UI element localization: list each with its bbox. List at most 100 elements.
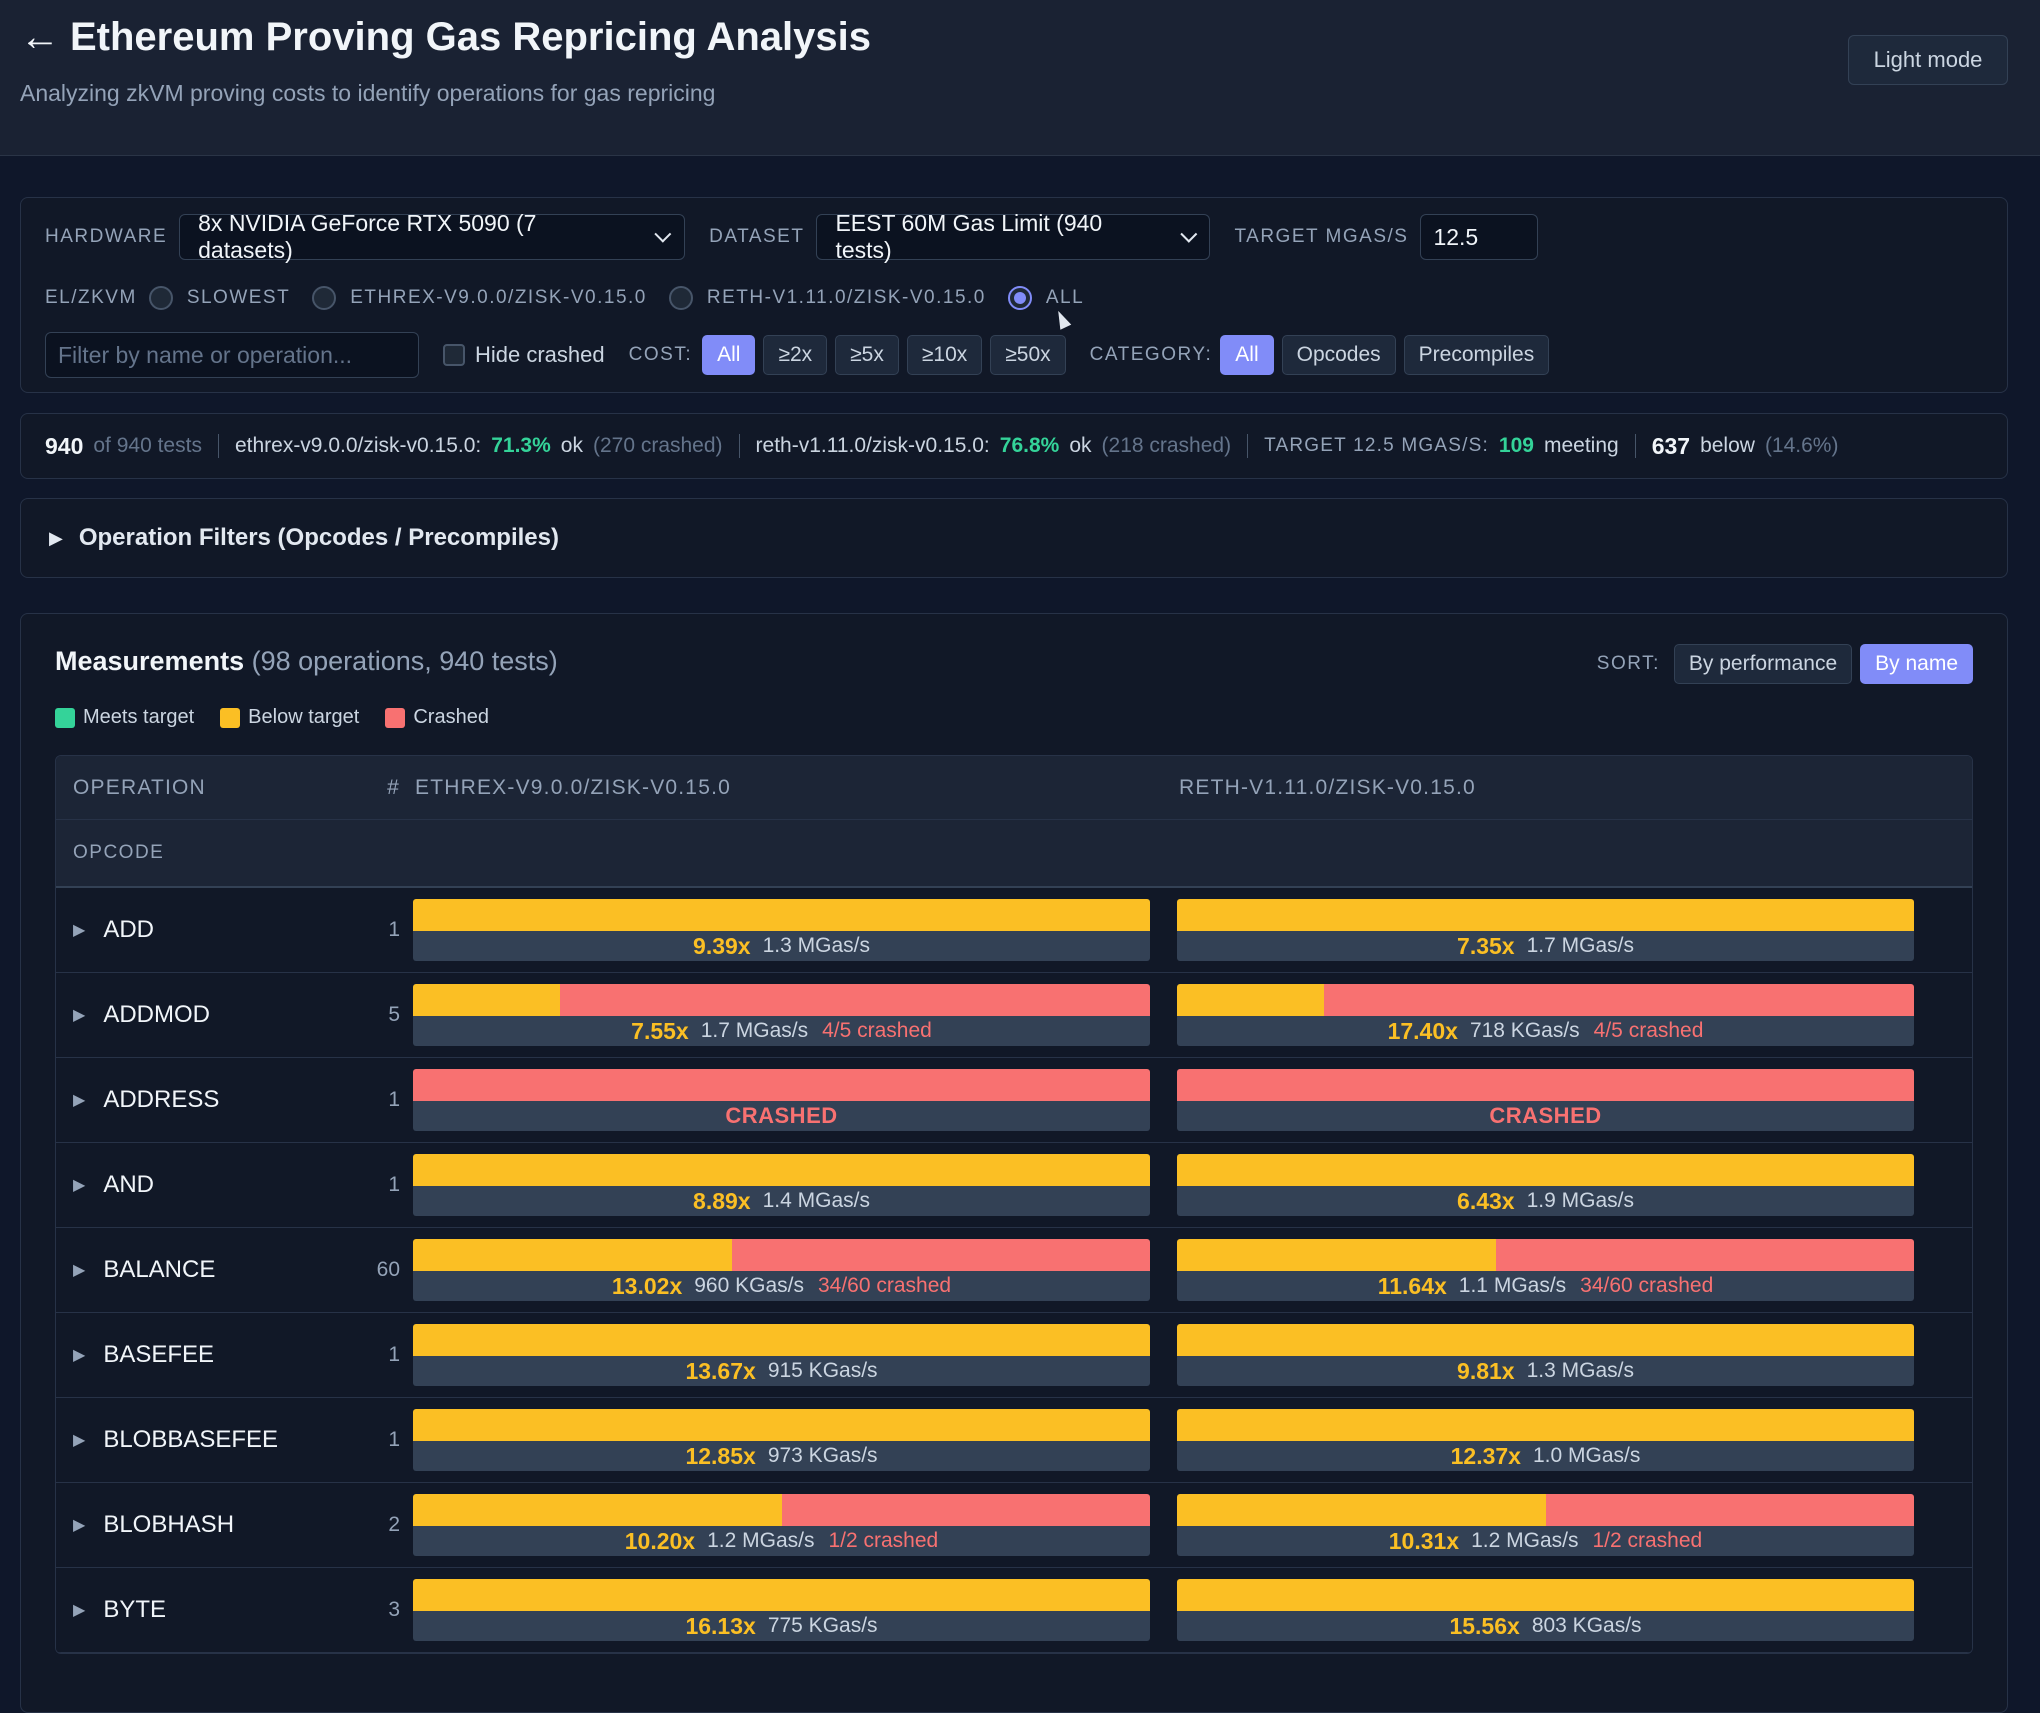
- cost-5x-button[interactable]: ≥5x: [835, 335, 899, 375]
- operation-cell[interactable]: ▶ BYTE: [56, 1596, 356, 1624]
- ethrex-cell: 10.20x 1.2 MGas/s 1/2 crashed: [413, 1494, 1150, 1556]
- bar-ok-segment: [1177, 1409, 1914, 1441]
- bar-label: 13.67x 915 KGas/s: [413, 1356, 1150, 1386]
- radio-label-all: ALL: [1045, 287, 1085, 308]
- operation-name: BLOBBASEFEE: [103, 1426, 279, 1453]
- bar-ok-segment: [413, 1579, 1150, 1611]
- expand-triangle-icon[interactable]: ▶: [73, 922, 86, 939]
- table-body: ▶ ADD 1 9.39x 1.3 MGas/s 7.35x 1.7 MGas/s ▶ ADDM…: [56, 888, 1972, 1653]
- operation-name: ADDMOD: [103, 1001, 210, 1028]
- crashed-count: 1/2 crashed: [828, 1529, 939, 1552]
- table-row[interactable]: ▶ BYTE 3 16.13x 775 KGas/s 15.56x 803 KGas/s: [56, 1568, 1972, 1653]
- progress-bar: [1177, 899, 1914, 931]
- throughput: 1.3 MGas/s: [1526, 1359, 1634, 1382]
- expand-triangle-icon[interactable]: ▶: [73, 1347, 86, 1364]
- sort-by-name-button[interactable]: By name: [1860, 644, 1973, 684]
- cost-multiplier: 15.56x: [1449, 1612, 1520, 1639]
- throughput: 915 KGas/s: [767, 1359, 878, 1382]
- cost-2x-button[interactable]: ≥2x: [763, 335, 828, 375]
- bar-ok-segment: [1177, 984, 1325, 1016]
- measurements-title-text: Measurements: [55, 646, 245, 676]
- table-row[interactable]: ▶ BASEFEE 1 13.67x 915 KGas/s 9.81x 1.3 MGas/s: [56, 1313, 1972, 1398]
- hide-crashed-checkbox[interactable]: [443, 344, 465, 366]
- bar-label: 13.02x 960 KGas/s 34/60 crashed: [413, 1271, 1150, 1301]
- operation-filters-toggle[interactable]: ▶ Operation Filters (Opcodes / Precompil…: [20, 498, 2008, 578]
- operation-cell[interactable]: ▶ ADDMOD: [56, 1001, 356, 1029]
- table-row[interactable]: ▶ BLOBHASH 2 10.20x 1.2 MGas/s 1/2 crashed 10.…: [56, 1483, 1972, 1568]
- bar-label: 11.64x 1.1 MGas/s 34/60 crashed: [1177, 1271, 1914, 1301]
- operation-cell[interactable]: ▶ BLOBBASEFEE: [56, 1426, 356, 1454]
- operation-cell[interactable]: ▶ ADDRESS: [56, 1086, 356, 1114]
- ethrex-cell: 13.67x 915 KGas/s: [413, 1324, 1150, 1386]
- table-row[interactable]: ▶ AND 1 8.89x 1.4 MGas/s 6.43x 1.9 MGas/s: [56, 1143, 1972, 1228]
- sort-by-performance-button[interactable]: By performance: [1673, 644, 1853, 684]
- radio-all[interactable]: [1007, 286, 1032, 310]
- expand-triangle-icon[interactable]: ▶: [73, 1262, 86, 1279]
- expand-triangle-icon[interactable]: ▶: [73, 1092, 86, 1109]
- bar-label: 17.40x 718 KGas/s 4/5 crashed: [1177, 1016, 1914, 1046]
- operation-cell[interactable]: ▶ AND: [56, 1171, 356, 1199]
- measurements-panel: Measurements (98 operations, 940 tests) …: [20, 613, 2008, 1713]
- bar-ok-segment: [1177, 1239, 1497, 1271]
- expand-triangle-icon[interactable]: ▶: [73, 1007, 86, 1024]
- reth-cell: CRASHED: [1177, 1069, 1914, 1131]
- operation-cell[interactable]: ▶ BASEFEE: [56, 1341, 356, 1369]
- triangle-right-icon: ▶: [49, 527, 63, 548]
- hardware-select[interactable]: 8x NVIDIA GeForce RTX 5090 (7 datasets): [179, 210, 686, 263]
- target-input[interactable]: 12.5: [1420, 214, 1539, 260]
- crashed-text: CRASHED: [725, 1103, 838, 1128]
- dataset-select[interactable]: EEST 60M Gas Limit (940 tests): [816, 210, 1211, 263]
- bar-label: 7.55x 1.7 MGas/s 4/5 crashed: [413, 1016, 1150, 1046]
- test-count: 1: [388, 1088, 400, 1111]
- expand-triangle-icon[interactable]: ▶: [73, 1177, 86, 1194]
- progress-bar: [413, 1069, 1150, 1101]
- expand-triangle-icon[interactable]: ▶: [73, 1517, 86, 1534]
- cost-all-button[interactable]: All: [702, 335, 756, 375]
- cost-50x-button[interactable]: ≥50x: [990, 335, 1066, 375]
- throughput: 1.4 MGas/s: [762, 1189, 870, 1212]
- light-mode-button[interactable]: Light mode: [1848, 35, 2008, 85]
- bar-label: CRASHED: [1177, 1101, 1914, 1131]
- filter-input[interactable]: Filter by name or operation...: [45, 332, 419, 378]
- ethrex-cell: 12.85x 973 KGas/s: [413, 1409, 1150, 1471]
- expand-triangle-icon[interactable]: ▶: [73, 1602, 86, 1619]
- test-count: 60: [376, 1258, 400, 1281]
- cost-10x-button[interactable]: ≥10x: [906, 335, 983, 375]
- bar-ok-segment: [413, 984, 561, 1016]
- stats-ethrex-label: ethrex-v9.0.0/zisk-v0.15.0:: [234, 434, 482, 457]
- legend-item-meets: Meets target: [55, 706, 194, 729]
- radio-reth[interactable]: [668, 286, 693, 310]
- bar-ok-segment: [1177, 1324, 1914, 1356]
- bar-ok-segment: [1177, 899, 1914, 931]
- table-row[interactable]: ▶ BLOBBASEFEE 1 12.85x 973 KGas/s 12.37x 1.0 M…: [56, 1398, 1972, 1483]
- measurements-table: OPERATION # ETHREX-V9.0.0/ZISK-V0.15.0 R…: [55, 755, 1973, 1654]
- col-ethrex: ETHREX-V9.0.0/ZISK-V0.15.0: [415, 775, 731, 799]
- cost-multiplier: 12.85x: [685, 1442, 756, 1469]
- category-all-button[interactable]: All: [1220, 335, 1274, 375]
- stats-of-tests: of 940 tests: [93, 434, 202, 457]
- hardware-label: HARDWARE: [45, 226, 168, 247]
- reth-cell: 11.64x 1.1 MGas/s 34/60 crashed: [1177, 1239, 1914, 1301]
- col-operation[interactable]: OPERATION: [73, 775, 206, 799]
- progress-bar: [1177, 1324, 1914, 1356]
- operation-cell[interactable]: ▶ BLOBHASH: [56, 1511, 356, 1539]
- table-row[interactable]: ▶ ADD 1 9.39x 1.3 MGas/s 7.35x 1.7 MGas/s: [56, 888, 1972, 973]
- category-opcodes-button[interactable]: Opcodes: [1281, 335, 1396, 375]
- legend-label: Crashed: [413, 706, 489, 728]
- operation-cell[interactable]: ▶ ADD: [56, 916, 356, 944]
- radio-slowest[interactable]: [148, 286, 173, 310]
- operation-cell[interactable]: ▶ BALANCE: [56, 1256, 356, 1284]
- reth-cell: 17.40x 718 KGas/s 4/5 crashed: [1177, 984, 1914, 1046]
- table-row[interactable]: ▶ ADDMOD 5 7.55x 1.7 MGas/s 4/5 crashed 17.40x…: [56, 973, 1972, 1058]
- back-arrow-icon[interactable]: ←: [20, 14, 60, 59]
- expand-triangle-icon[interactable]: ▶: [73, 1432, 86, 1449]
- table-row[interactable]: ▶ BALANCE 60 13.02x 960 KGas/s 34/60 crashed 1…: [56, 1228, 1972, 1313]
- category-precompiles-button[interactable]: Precompiles: [1403, 335, 1550, 375]
- chevron-down-icon: [654, 225, 672, 243]
- cost-multiplier: 8.89x: [693, 1187, 751, 1214]
- stats-ethrex-pct: 71.3%: [491, 434, 551, 457]
- progress-bar: [413, 1239, 1150, 1271]
- radio-ethrex[interactable]: [312, 286, 337, 310]
- test-count: 1: [388, 918, 400, 941]
- table-row[interactable]: ▶ ADDRESS 1 CRASHED CRASHED: [56, 1058, 1972, 1143]
